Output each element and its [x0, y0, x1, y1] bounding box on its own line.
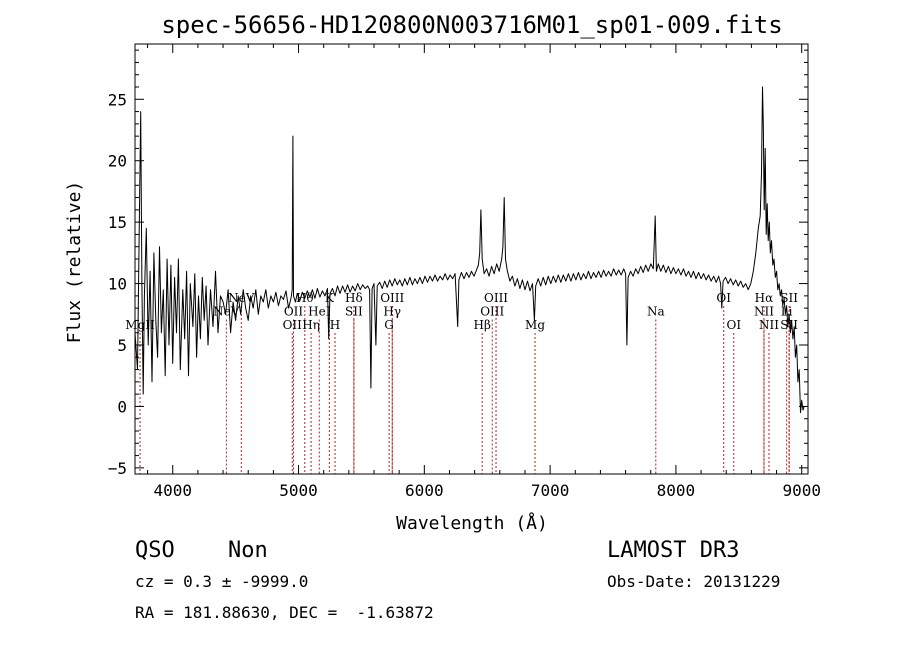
y-tick-label-5: 20 — [108, 152, 127, 171]
survey-name: LAMOST DR3 — [607, 538, 740, 563]
line-label-15: OIII — [484, 291, 508, 305]
line-label-18: Mg — [525, 318, 545, 332]
y-tick-label-4: 15 — [108, 213, 127, 232]
x-tick-label-3: 7000 — [531, 481, 570, 500]
line-label-7: HeI — [308, 305, 331, 319]
axes: 4000 5000 6000 7000 8000 9000 −5 0 5 10 15 20 25 — [108, 43, 821, 500]
y-tick-label-6: 25 — [108, 90, 127, 109]
line-label-12: OIII — [380, 291, 404, 305]
line-label-11: SII — [345, 305, 363, 319]
x-tick-label-0: 4000 — [153, 481, 192, 500]
object-subclass: Non — [228, 538, 268, 563]
y-tick-label-3: 10 — [108, 275, 127, 294]
line-label-4: OII — [283, 318, 303, 332]
y-axis-label: Flux (relative) — [64, 181, 85, 344]
line-label-19: Na — [647, 305, 665, 319]
plot-frame — [134, 43, 809, 475]
series-0-line — [134, 86, 805, 414]
x-axis-label: Wavelength (Å) — [396, 512, 548, 534]
line-label-6: Hη — [302, 318, 320, 332]
line-label-9: H — [330, 318, 340, 332]
spectral-lines: MgIINeVNeVOIIOIIHθHηHeIKHHδSIIOIIIHγGOII… — [125, 291, 798, 474]
line-label-2: NeV — [228, 291, 255, 305]
x-tick-label-5: 9000 — [782, 481, 821, 500]
line-label-24: NII — [759, 318, 779, 332]
line-label-3: OII — [284, 305, 304, 319]
line-label-16: OIII — [480, 305, 504, 319]
y-tick-label-2: 5 — [117, 336, 127, 355]
cz-value: cz = 0.3 ± -9999.0 — [135, 572, 309, 591]
obs-date: Obs-Date: 20131229 — [607, 572, 781, 591]
line-label-21: OI — [726, 318, 741, 332]
line-label-14: G — [384, 318, 394, 332]
line-label-23: NII — [754, 305, 774, 319]
line-label-13: Hγ — [383, 305, 401, 319]
x-tick-label-1: 5000 — [279, 481, 318, 500]
ra-dec-value: RA = 181.88630, DEC = -1.63872 — [135, 603, 434, 622]
line-label-22: Hα — [755, 291, 774, 305]
chart-title: spec-56656-HD120800N003716M01_sp01-009.f… — [161, 11, 782, 39]
object-class: QSO — [135, 538, 175, 563]
line-label-10: Hδ — [345, 291, 363, 305]
x-tick-label-4: 8000 — [657, 481, 696, 500]
y-tick-label-0: −5 — [108, 459, 127, 478]
y-tick-label-1: 0 — [117, 397, 127, 416]
spectrum-series — [134, 86, 805, 414]
line-label-17: Hβ — [473, 318, 490, 332]
x-tick-label-2: 6000 — [405, 481, 444, 500]
line-label-20: OI — [716, 291, 731, 305]
